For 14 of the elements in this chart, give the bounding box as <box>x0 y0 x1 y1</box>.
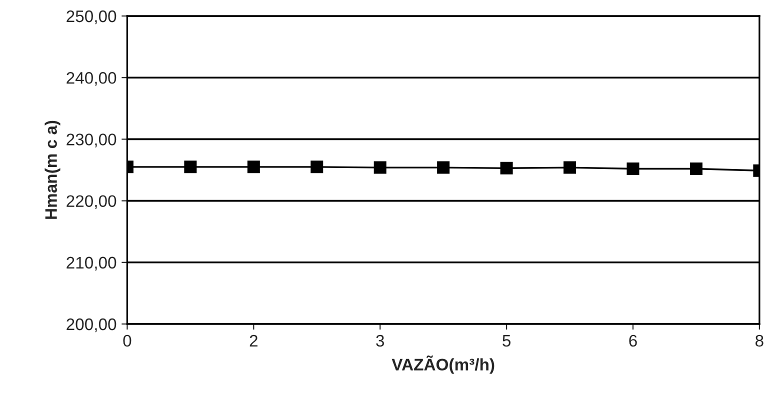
y-tick-label: 240,00 <box>66 72 116 86</box>
x-tick-label: 6 <box>629 334 637 347</box>
x-tick-label: 8 <box>756 334 764 347</box>
y-tick-label: 230,00 <box>66 134 116 148</box>
y-axis-title: Hman(m c a) <box>44 120 60 219</box>
x-tick-label: 2 <box>250 334 258 346</box>
y-tick-label: 220,00 <box>66 195 116 209</box>
y-tick-label: 250,00 <box>66 10 116 24</box>
x-tick-label: 3 <box>376 334 384 347</box>
x-tick-label: 5 <box>502 335 510 347</box>
y-tick-label: 200,00 <box>66 318 116 332</box>
y-tick-label: 210,00 <box>66 256 116 271</box>
x-tick-label: 0 <box>123 334 132 347</box>
x-axis-title: VAZÃO(m³/h) <box>392 356 494 374</box>
